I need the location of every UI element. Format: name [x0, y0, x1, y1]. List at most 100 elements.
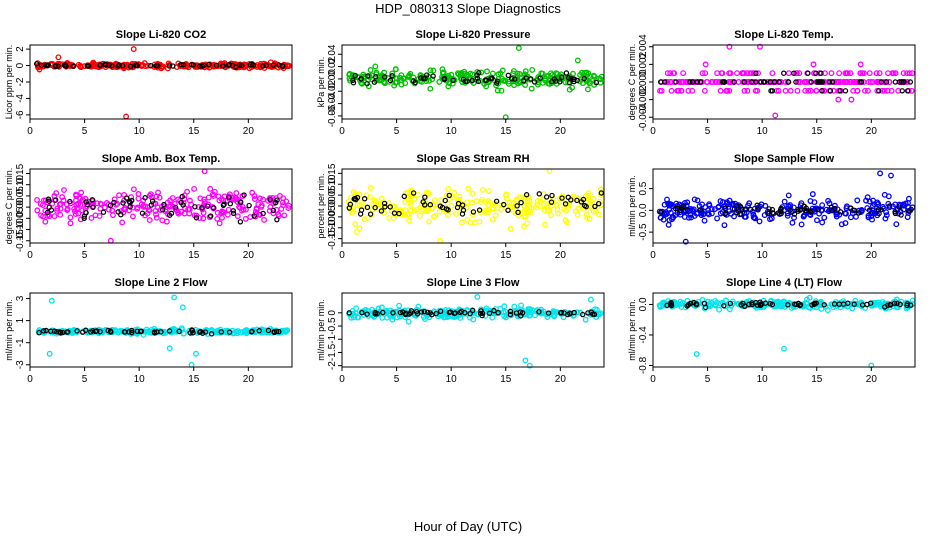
data-point	[67, 214, 74, 221]
data-point-black	[821, 302, 827, 308]
data-point	[526, 309, 533, 316]
data-point	[558, 71, 565, 78]
data-point	[439, 66, 446, 73]
data-point-black	[658, 209, 664, 215]
data-point-black	[193, 215, 200, 221]
y-axis-label: degrees C per min.	[4, 168, 14, 245]
outlier-point	[130, 46, 137, 53]
data-point-black	[142, 195, 148, 201]
data-point-black	[719, 79, 726, 85]
data-point	[717, 198, 724, 205]
data-point	[864, 194, 871, 201]
data-point-black	[424, 309, 431, 315]
y-tick-label: -0.15	[327, 227, 338, 250]
data-point-black	[722, 211, 728, 217]
data-point	[762, 202, 769, 209]
data-point	[528, 204, 535, 211]
data-point	[389, 316, 396, 323]
data-point-black	[791, 211, 798, 217]
data-point-black	[768, 88, 774, 94]
data-point	[354, 228, 360, 235]
data-point	[280, 202, 287, 209]
data-point	[260, 196, 267, 203]
data-point	[692, 79, 699, 85]
data-point	[485, 188, 492, 195]
x-tick-label: 0	[650, 250, 656, 261]
data-point	[596, 211, 603, 218]
data-point-black	[74, 328, 80, 334]
data-point	[205, 194, 212, 201]
data-point-black	[801, 203, 807, 210]
data-point	[426, 218, 433, 225]
data-point	[679, 300, 686, 306]
data-point	[200, 209, 207, 216]
data-point-black	[134, 328, 141, 334]
data-point-black	[568, 197, 574, 203]
data-point	[443, 192, 450, 199]
x-tick-label: 15	[188, 250, 200, 261]
data-point	[541, 201, 547, 207]
data-point-black	[567, 310, 573, 316]
data-point-black	[151, 329, 158, 335]
y-tick-label: 0.00	[327, 196, 338, 216]
data-point	[489, 216, 496, 223]
data-point-black	[372, 204, 378, 211]
data-point	[570, 193, 577, 200]
data-point	[229, 195, 236, 202]
data-point	[135, 191, 142, 197]
data-point	[161, 328, 168, 335]
data-point-black	[230, 208, 236, 214]
data-point	[429, 201, 436, 208]
data-point-black	[382, 74, 388, 80]
data-point-black	[450, 77, 456, 83]
data-point	[691, 196, 698, 203]
data-point-black	[867, 300, 874, 306]
data-point	[478, 69, 485, 76]
data-point-black	[364, 80, 370, 87]
data-point	[726, 70, 733, 77]
y-tick-label: 0.15	[327, 163, 338, 183]
data-point	[781, 299, 788, 306]
data-point	[563, 219, 570, 226]
data-point-black	[139, 210, 146, 216]
data-point	[566, 86, 573, 93]
data-point	[534, 198, 541, 204]
data-point	[857, 70, 864, 77]
data-point	[860, 79, 867, 85]
data-point	[116, 192, 122, 199]
data-point-black	[904, 88, 911, 94]
data-point	[802, 79, 809, 85]
data-point	[448, 202, 455, 209]
data-point	[92, 212, 99, 219]
data-point-black	[892, 209, 898, 215]
data-point	[495, 71, 502, 78]
data-point-black	[549, 192, 555, 199]
data-point	[548, 212, 555, 219]
data-point-black	[721, 79, 728, 85]
outlier-point	[166, 345, 173, 352]
data-point-black	[190, 330, 196, 336]
data-point-black	[352, 72, 358, 79]
data-point	[436, 78, 443, 85]
data-point-black	[689, 79, 696, 85]
data-point	[201, 199, 208, 205]
data-point-black	[161, 201, 167, 208]
data-point-black	[793, 79, 799, 85]
data-point-black	[897, 301, 903, 308]
data-point	[352, 220, 359, 227]
data-point-black	[147, 63, 154, 69]
outlier-point	[574, 57, 581, 64]
data-point	[445, 186, 452, 192]
data-point	[694, 197, 701, 204]
data-point	[667, 79, 674, 85]
data-point	[427, 85, 434, 92]
data-point-black	[570, 76, 576, 83]
data-point	[270, 210, 277, 217]
data-point-black	[227, 200, 234, 207]
data-point-black	[364, 204, 371, 211]
data-point	[458, 69, 465, 76]
outlier-point	[726, 43, 733, 50]
data-point	[420, 313, 427, 320]
black-series	[657, 70, 914, 94]
data-point-black	[46, 198, 52, 204]
